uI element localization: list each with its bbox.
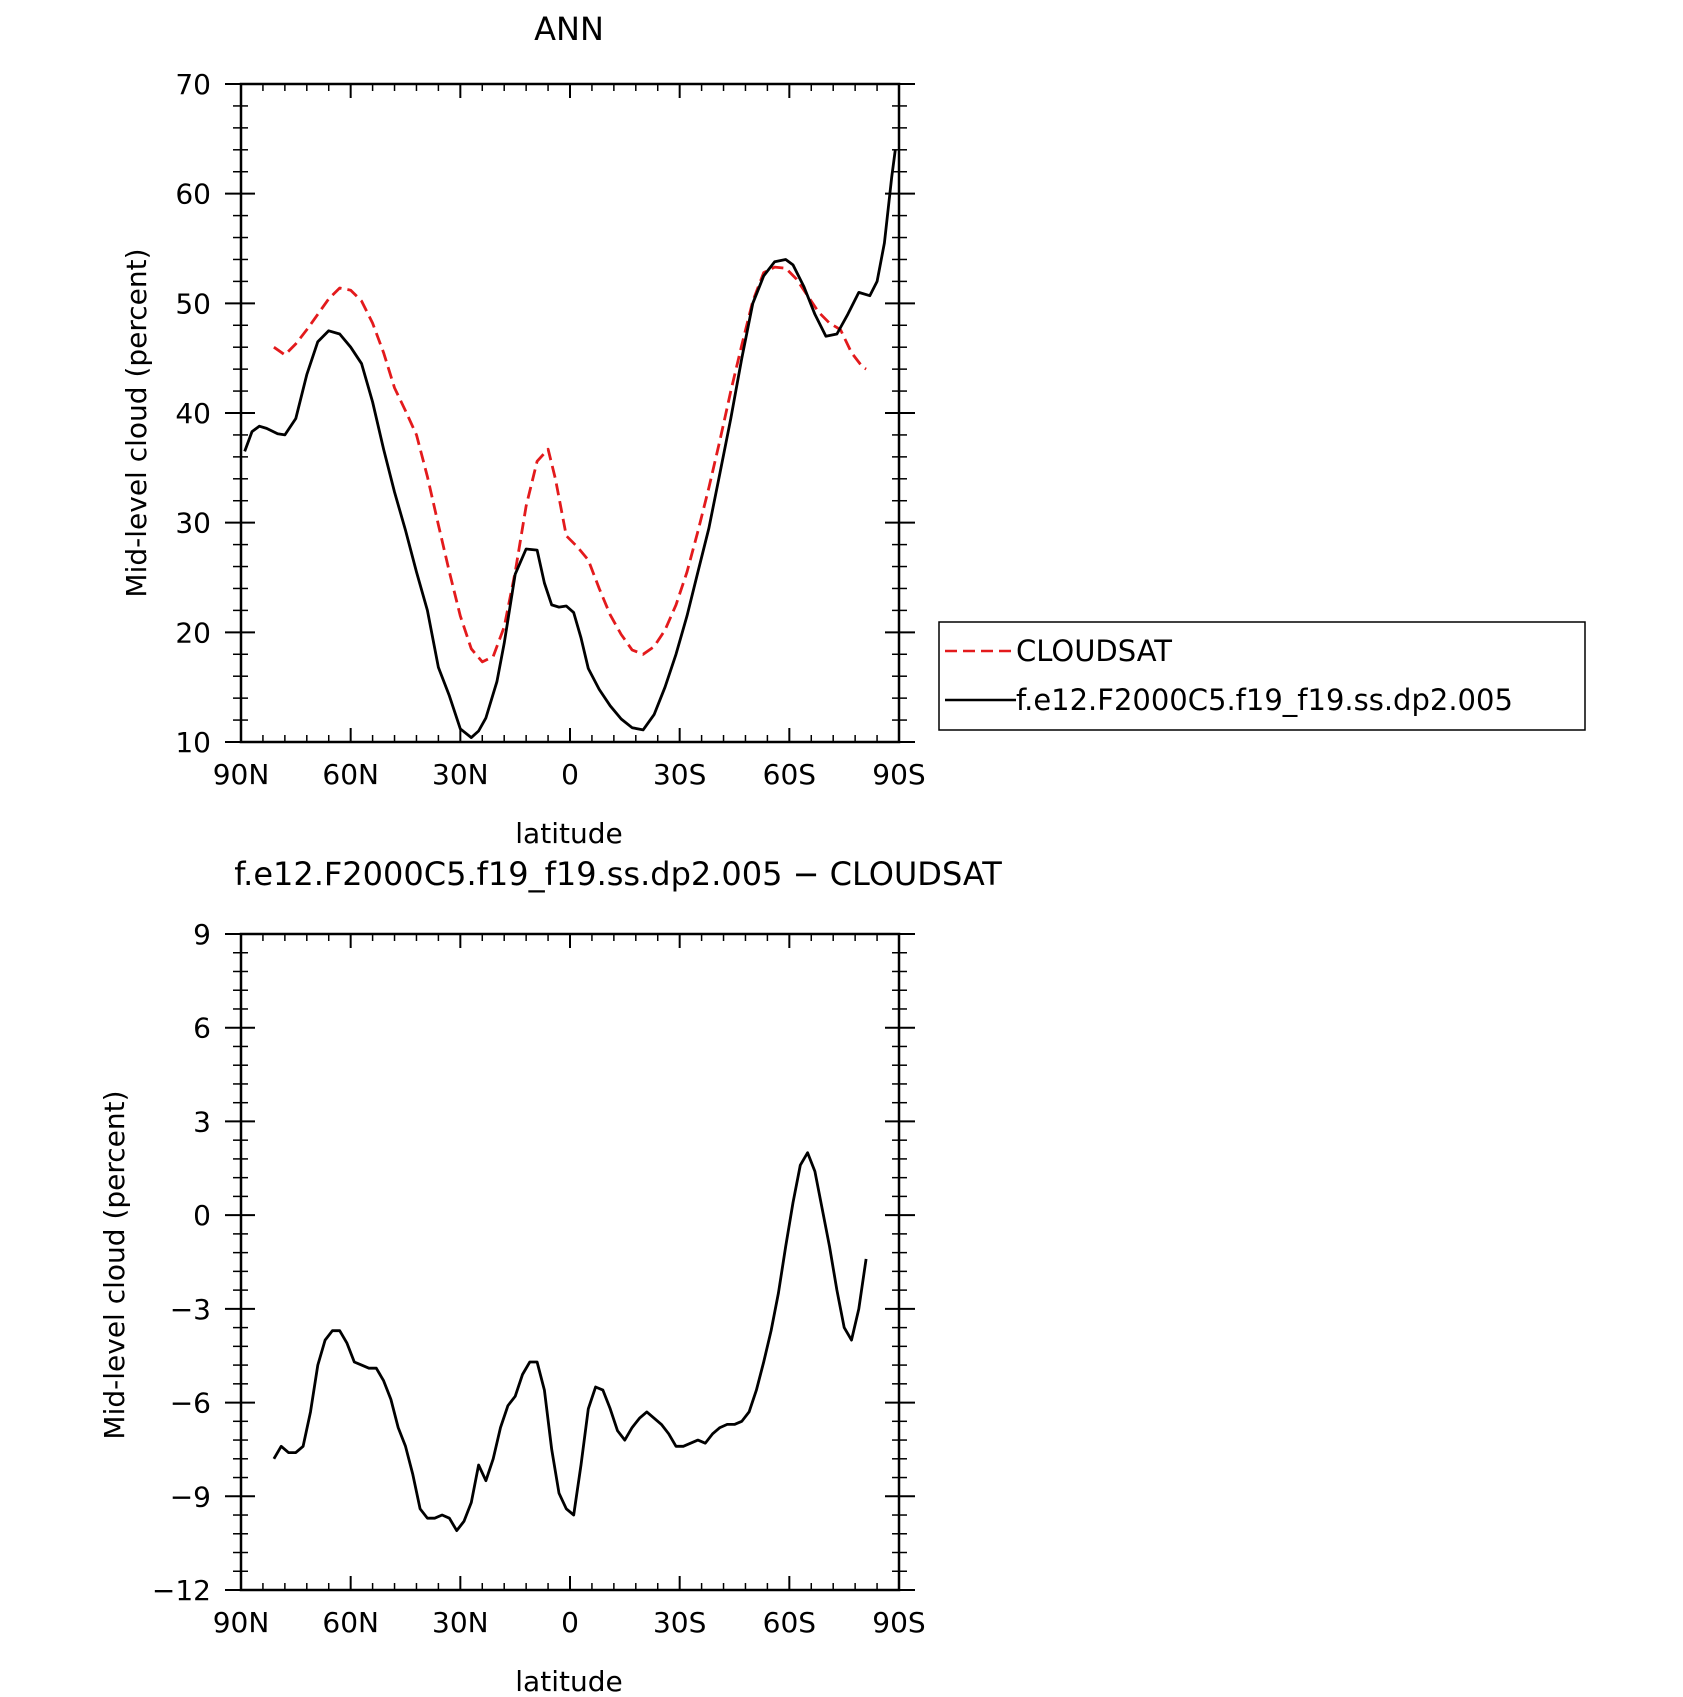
- legend-label-model: f.e12.F2000C5.f19_f19.ss.dp2.005: [1016, 683, 1513, 717]
- bottom-xtick-label: 90N: [213, 1606, 270, 1639]
- bottom-ytick-label: 9: [193, 918, 211, 951]
- top-xtick-label: 60N: [322, 758, 379, 791]
- bottom-chart-series: [272, 1151, 868, 1532]
- legend-box: [938, 621, 1586, 731]
- top-ytick-label: 50: [175, 287, 211, 320]
- top-series-line-cloudsat: [273, 265, 867, 664]
- top-xtick-label: 30N: [432, 758, 489, 791]
- bottom-xtick-label: 0: [561, 1606, 579, 1639]
- legend-label-cloudsat: CLOUDSAT: [1016, 634, 1172, 668]
- top-ytick-label: 10: [175, 726, 211, 759]
- top-ytick-label: 70: [175, 68, 211, 101]
- top-xtick-label: 90N: [213, 758, 270, 791]
- bottom-chart-title: f.e12.F2000C5.f19_f19.ss.dp2.005 − CLOUD…: [234, 855, 1002, 893]
- bottom-ytick-label: 0: [193, 1199, 211, 1232]
- bottom-xtick-label: 60N: [322, 1606, 379, 1639]
- bottom-ytick-label: −3: [170, 1293, 211, 1326]
- top-xtick-label: 0: [561, 758, 579, 791]
- bottom-chart-tick-labels: 90N 60N 30N 0 30S 60S 90S −12 −9 −6 −3 0 3 6 9: [152, 918, 926, 1639]
- top-xtick-label: 30S: [653, 758, 706, 791]
- bottom-xtick-label: 90S: [872, 1606, 925, 1639]
- bottom-chart-xlabel: latitude: [515, 1665, 622, 1697]
- top-chart-ticks: [225, 83, 915, 743]
- bottom-plot-frame: [239, 932, 901, 1592]
- bottom-chart-panel: f.e12.F2000C5.f19_f19.ss.dp2.005 − CLOUD…: [98, 855, 1002, 1697]
- top-xtick-label: 60S: [763, 758, 816, 791]
- top-chart-panel: ANN Mid-level cloud (percent) latitude 9…: [120, 10, 1586, 850]
- bottom-ytick-label: −12: [152, 1574, 211, 1607]
- bottom-ytick-label: 3: [193, 1105, 211, 1138]
- bottom-ytick-label: −9: [170, 1480, 211, 1513]
- bottom-chart-ylabel: Mid-level cloud (percent): [98, 1090, 131, 1439]
- top-plot-frame: [239, 82, 901, 744]
- bottom-xtick-label: 30S: [653, 1606, 706, 1639]
- top-chart-xlabel: latitude: [515, 817, 622, 850]
- top-chart-ylabel: Mid-level cloud (percent): [120, 248, 153, 597]
- bottom-ytick-label: 6: [193, 1012, 211, 1045]
- top-chart-legend: CLOUDSAT f.e12.F2000C5.f19_f19.ss.dp2.00…: [938, 621, 1586, 731]
- top-ytick-label: 20: [175, 616, 211, 649]
- top-ytick-label: 40: [175, 397, 211, 430]
- bottom-xtick-label: 30N: [432, 1606, 489, 1639]
- bottom-chart-ticks: [225, 933, 915, 1591]
- bottom-xtick-label: 60S: [763, 1606, 816, 1639]
- top-series-line-model: [243, 149, 897, 739]
- top-chart-series: [243, 149, 897, 739]
- top-xtick-label: 90S: [872, 758, 925, 791]
- top-ytick-label: 30: [175, 507, 211, 540]
- bottom-series-line-model: [272, 1151, 868, 1532]
- top-ytick-label: 60: [175, 178, 211, 211]
- top-chart-tick-labels: 90N 60N 30N 0 30S 60S 90S 10 20 30 40 50 60 70: [175, 68, 925, 791]
- top-chart-title: ANN: [534, 10, 604, 48]
- bottom-ytick-label: −6: [170, 1387, 211, 1420]
